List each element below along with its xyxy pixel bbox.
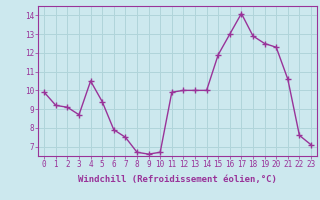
X-axis label: Windchill (Refroidissement éolien,°C): Windchill (Refroidissement éolien,°C) [78, 175, 277, 184]
